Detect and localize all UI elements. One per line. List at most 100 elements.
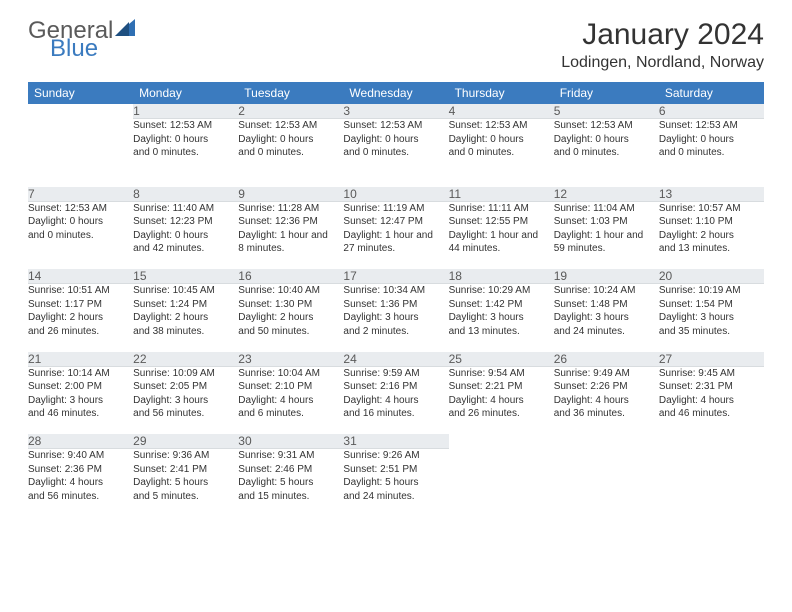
detail-line: Daylight: 4 hours <box>238 394 343 408</box>
detail-line: and 42 minutes. <box>133 242 238 256</box>
detail-line: Daylight: 0 hours <box>554 133 659 147</box>
day-detail-cell: Sunrise: 11:28 AMSunset: 12:36 PMDayligh… <box>238 201 343 269</box>
detail-line: and 56 minutes. <box>133 407 238 421</box>
detail-line: and 0 minutes. <box>28 229 133 243</box>
day-detail-cell: Sunrise: 10:14 AMSunset: 2:00 PMDaylight… <box>28 366 133 434</box>
day-number-cell: 14 <box>28 269 133 284</box>
detail-line: Sunset: 1:36 PM <box>343 298 448 312</box>
detail-line: and 26 minutes. <box>449 407 554 421</box>
detail-line: Daylight: 2 hours <box>28 311 133 325</box>
detail-line: Daylight: 0 hours <box>28 215 133 229</box>
day-detail-row: Sunset: 12:53 AMDaylight: 0 hoursand 0 m… <box>28 201 764 269</box>
detail-line: and 50 minutes. <box>238 325 343 339</box>
detail-line: Sunset: 1:10 PM <box>659 215 764 229</box>
day-detail-cell: Sunset: 12:53 AMDaylight: 0 hoursand 0 m… <box>659 119 764 187</box>
detail-line: and 26 minutes. <box>28 325 133 339</box>
detail-line: Sunrise: 9:54 AM <box>449 367 554 381</box>
detail-line: Daylight: 3 hours <box>659 311 764 325</box>
day-detail-cell: Sunrise: 10:51 AMSunset: 1:17 PMDaylight… <box>28 284 133 352</box>
detail-line: Daylight: 2 hours <box>659 229 764 243</box>
detail-line: and 2 minutes. <box>343 325 448 339</box>
day-number-cell: 18 <box>449 269 554 284</box>
day-number-cell: 13 <box>659 187 764 202</box>
day-number-cell <box>554 434 659 449</box>
detail-line: Sunset: 2:21 PM <box>449 380 554 394</box>
detail-line: Sunset: 1:42 PM <box>449 298 554 312</box>
day-number-cell: 22 <box>133 352 238 367</box>
day-header: Thursday <box>449 82 554 104</box>
day-header: Friday <box>554 82 659 104</box>
day-number-cell: 31 <box>343 434 448 449</box>
month-title: January 2024 <box>561 18 764 52</box>
detail-line: and 36 minutes. <box>554 407 659 421</box>
day-detail-cell: Sunrise: 10:09 AMSunset: 2:05 PMDaylight… <box>133 366 238 434</box>
detail-line: Sunset: 2:10 PM <box>238 380 343 394</box>
day-detail-cell: Sunrise: 11:19 AMSunset: 12:47 PMDayligh… <box>343 201 448 269</box>
day-detail-cell: Sunrise: 9:45 AMSunset: 2:31 PMDaylight:… <box>659 366 764 434</box>
detail-line: Sunset: 1:48 PM <box>554 298 659 312</box>
detail-line: and 24 minutes. <box>554 325 659 339</box>
day-number-cell <box>449 434 554 449</box>
day-header-row: Sunday Monday Tuesday Wednesday Thursday… <box>28 82 764 104</box>
day-number-cell: 26 <box>554 352 659 367</box>
day-header: Saturday <box>659 82 764 104</box>
detail-line: and 13 minutes. <box>659 242 764 256</box>
day-detail-row: Sunrise: 9:40 AMSunset: 2:36 PMDaylight:… <box>28 449 764 517</box>
day-detail-cell: Sunrise: 10:34 AMSunset: 1:36 PMDaylight… <box>343 284 448 352</box>
day-detail-cell: Sunset: 12:53 AMDaylight: 0 hoursand 0 m… <box>554 119 659 187</box>
calendar-table: Sunday Monday Tuesday Wednesday Thursday… <box>28 82 764 517</box>
detail-line: Sunset: 12:53 AM <box>659 119 764 133</box>
day-detail-cell: Sunrise: 10:29 AMSunset: 1:42 PMDaylight… <box>449 284 554 352</box>
detail-line: Sunset: 12:53 AM <box>28 202 133 216</box>
detail-line: Sunset: 2:46 PM <box>238 463 343 477</box>
day-detail-cell: Sunset: 12:53 AMDaylight: 0 hoursand 0 m… <box>343 119 448 187</box>
detail-line: Sunrise: 10:45 AM <box>133 284 238 298</box>
title-block: January 2024 Lodingen, Nordland, Norway <box>561 18 764 72</box>
detail-line: and 0 minutes. <box>449 146 554 160</box>
detail-line: Sunset: 12:47 PM <box>343 215 448 229</box>
day-number-cell: 12 <box>554 187 659 202</box>
detail-line: and 35 minutes. <box>659 325 764 339</box>
detail-line: Sunrise: 10:57 AM <box>659 202 764 216</box>
detail-line: Daylight: 3 hours <box>28 394 133 408</box>
detail-line: Sunrise: 11:04 AM <box>554 202 659 216</box>
day-number-row: 78910111213 <box>28 187 764 202</box>
detail-line: Sunset: 1:03 PM <box>554 215 659 229</box>
detail-line: Sunrise: 10:34 AM <box>343 284 448 298</box>
day-number-row: 14151617181920 <box>28 269 764 284</box>
detail-line: and 46 minutes. <box>28 407 133 421</box>
detail-line: Sunrise: 9:36 AM <box>133 449 238 463</box>
detail-line: and 0 minutes. <box>343 146 448 160</box>
detail-line: Daylight: 4 hours <box>343 394 448 408</box>
day-number-cell: 5 <box>554 104 659 119</box>
detail-line: Sunrise: 10:40 AM <box>238 284 343 298</box>
day-detail-row: Sunrise: 10:51 AMSunset: 1:17 PMDaylight… <box>28 284 764 352</box>
page-header: General Blue January 2024 Lodingen, Nord… <box>28 18 764 72</box>
day-header: Monday <box>133 82 238 104</box>
detail-line: Sunset: 12:36 PM <box>238 215 343 229</box>
day-number-cell: 15 <box>133 269 238 284</box>
detail-line: and 24 minutes. <box>343 490 448 504</box>
detail-line: Daylight: 1 hour and <box>238 229 343 243</box>
day-number-cell: 2 <box>238 104 343 119</box>
day-detail-cell: Sunrise: 9:59 AMSunset: 2:16 PMDaylight:… <box>343 366 448 434</box>
detail-line: Sunset: 1:54 PM <box>659 298 764 312</box>
day-number-cell: 1 <box>133 104 238 119</box>
day-number-row: 21222324252627 <box>28 352 764 367</box>
detail-line: Daylight: 4 hours <box>554 394 659 408</box>
detail-line: Sunrise: 9:59 AM <box>343 367 448 381</box>
day-number-row: 28293031 <box>28 434 764 449</box>
detail-line: Sunset: 1:30 PM <box>238 298 343 312</box>
day-number-cell: 27 <box>659 352 764 367</box>
detail-line: Sunrise: 9:26 AM <box>343 449 448 463</box>
detail-line: 8 minutes. <box>238 242 343 256</box>
detail-line: Daylight: 0 hours <box>133 133 238 147</box>
day-number-cell: 25 <box>449 352 554 367</box>
detail-line: Sunrise: 11:19 AM <box>343 202 448 216</box>
day-detail-cell: Sunrise: 10:24 AMSunset: 1:48 PMDaylight… <box>554 284 659 352</box>
day-detail-cell <box>449 449 554 517</box>
detail-line: Sunset: 12:53 AM <box>238 119 343 133</box>
day-number-cell <box>28 104 133 119</box>
calendar-page: General Blue January 2024 Lodingen, Nord… <box>0 0 792 527</box>
day-number-cell: 16 <box>238 269 343 284</box>
